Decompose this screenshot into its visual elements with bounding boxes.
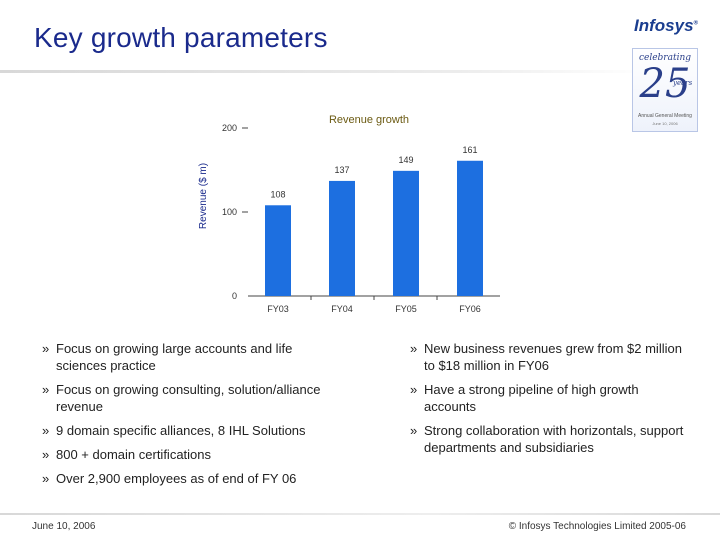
left-bullet-list: » Focus on growing large accounts and lif… <box>42 340 342 494</box>
left-bullet-item: » 9 domain specific alliances, 8 IHL Solu… <box>42 422 342 439</box>
bar-value-label: 137 <box>334 165 349 175</box>
bar-fy03 <box>265 205 291 296</box>
y-tick-label: 200 <box>222 123 237 133</box>
logo-registered-mark: ® <box>693 20 698 27</box>
right-bullet-item: » Have a strong pipeline of high growth a… <box>410 381 690 415</box>
bar-value-label: 108 <box>270 189 285 199</box>
badge-celebrating-text: celebrating <box>638 53 692 63</box>
chart-title: Revenue growth <box>329 114 409 126</box>
left-bullet-text: 800 + domain certifications <box>56 447 212 462</box>
slide-title: Key growth parameters <box>34 22 328 53</box>
bullet-marker: » <box>42 382 50 397</box>
badge-date-text: June 10, 2006 <box>652 121 678 126</box>
bullet-marker: » <box>42 447 50 462</box>
title-divider <box>0 70 650 73</box>
x-tick-label: FY04 <box>331 304 353 314</box>
left-bullet-text: Focus on growing large accounts and life… <box>56 341 293 373</box>
bullet-marker: » <box>410 423 418 438</box>
bar-fy04 <box>329 180 355 296</box>
badge-number: 25 <box>639 61 691 107</box>
y-axis-label: Revenue ($ m) <box>198 163 209 229</box>
left-bullet-item: » Focus on growing consulting, solution/a… <box>42 381 342 415</box>
footer-divider <box>0 513 720 515</box>
badge-meeting-text: Annual General Meeting <box>638 113 692 119</box>
footer-copyright: © Infosys Technologies Limited 2005-06 <box>508 521 686 532</box>
left-bullet-item: » Focus on growing large accounts and lif… <box>42 340 342 374</box>
logo-wordmark-text: Infosys <box>634 16 694 35</box>
bar-fy06 <box>457 160 483 296</box>
bar-value-label: 161 <box>462 145 477 155</box>
bullet-marker: » <box>42 423 50 438</box>
bar-fy05 <box>393 170 419 296</box>
badge-years-text: years <box>673 79 693 87</box>
bullet-marker: » <box>42 341 50 356</box>
right-bullet-text: Strong collaboration with horizontals, s… <box>424 423 684 455</box>
left-bullet-text: Over 2,900 employees as of end of FY 06 <box>56 471 297 486</box>
y-tick-label: 100 <box>222 207 237 217</box>
y-tick-label: 0 <box>232 291 237 301</box>
x-tick-label: FY03 <box>267 304 289 314</box>
bullet-marker: » <box>410 382 418 397</box>
right-bullet-item: » New business revenues grew from $2 mill… <box>410 340 690 374</box>
left-bullet-text: 9 domain specific alliances, 8 IHL Solut… <box>56 423 306 438</box>
bar-value-label: 149 <box>398 155 413 165</box>
logo-wordmark: Infosys® <box>628 16 704 36</box>
x-tick-label: FY05 <box>395 304 417 314</box>
left-bullet-text: Focus on growing consulting, solution/al… <box>56 382 321 414</box>
bullet-marker: » <box>410 341 418 356</box>
right-bullet-text: Have a strong pipeline of high growth ac… <box>424 382 639 414</box>
revenue-growth-chart: Revenue growth Revenue ($ m) 0 100 200 108 FY0… <box>198 114 500 314</box>
right-bullet-item: » Strong collaboration with horizontals, … <box>410 422 690 456</box>
bullet-marker: » <box>42 471 50 486</box>
right-bullet-list: » New business revenues grew from $2 mill… <box>410 340 690 463</box>
footer-date: June 10, 2006 <box>32 521 96 532</box>
x-tick-label: FY06 <box>459 304 481 314</box>
left-bullet-item: » Over 2,900 employees as of end of FY 06 <box>42 470 342 487</box>
right-bullet-text: New business revenues grew from $2 milli… <box>424 341 682 373</box>
anniversary-badge: celebrating 25 years Annual General Meet… <box>632 48 698 132</box>
infosys-logo: Infosys® celebrating 25 years Annual Gen… <box>628 10 708 150</box>
left-bullet-item: » 800 + domain certifications <box>42 446 342 463</box>
